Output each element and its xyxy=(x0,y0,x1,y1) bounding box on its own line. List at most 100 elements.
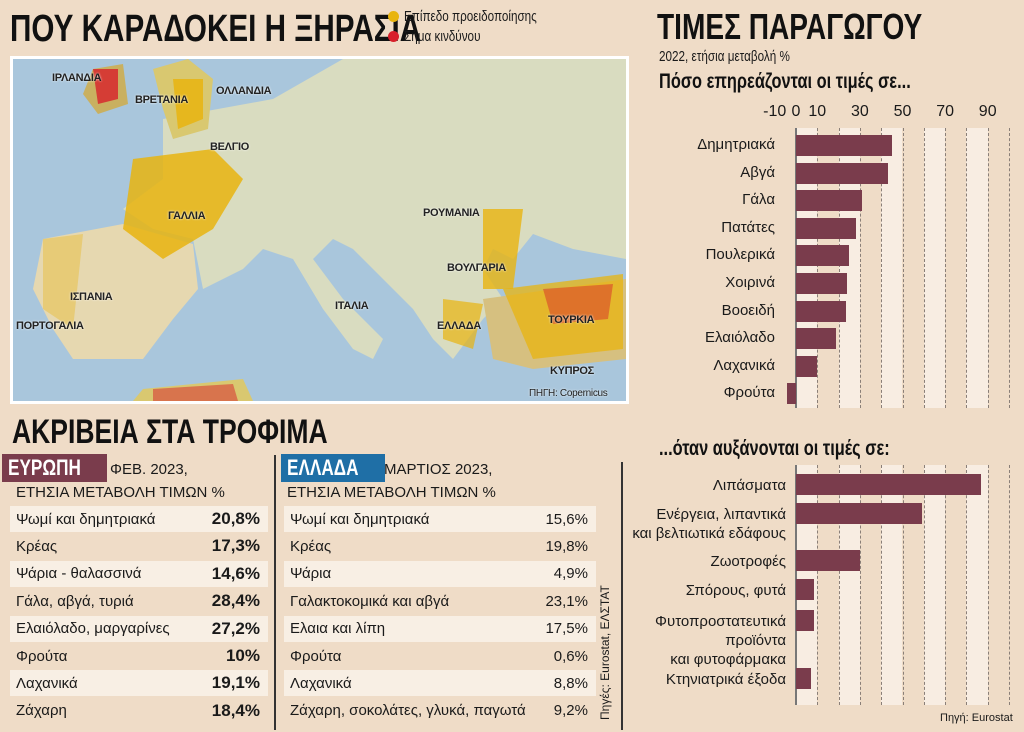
gridline xyxy=(881,128,883,408)
category-label: Πατάτες xyxy=(721,218,775,236)
gridline xyxy=(817,465,819,705)
bar-8 xyxy=(796,355,818,377)
gridline xyxy=(923,465,925,705)
map-title: ΠΟΥ ΚΑΡΑΔΟΚΕΙ Η ΞΗΡΑΣΙΑ xyxy=(10,8,422,50)
category-label: Ζωοτροφές xyxy=(711,552,786,571)
table-row: Ζάχαρη, σοκολάτες, γλυκά, παγωτά 9,2% xyxy=(284,698,596,724)
row-value: 17,3% xyxy=(211,536,260,556)
category-label: Λαχανικά xyxy=(713,356,775,374)
bar-3 xyxy=(796,579,815,600)
row-label: Ψωμί και δημητριακά xyxy=(290,510,430,528)
map-label-italy: ΙΤΑΛΙΑ xyxy=(335,300,369,312)
gridline xyxy=(838,128,840,408)
divider xyxy=(621,462,623,730)
map-label-britain: ΒΡΕΤΑΝΙΑ xyxy=(135,94,189,106)
table-row: Ψάρια 4,9% xyxy=(284,560,596,587)
map-label-turkey: ΤΟΥΡΚΙΑ xyxy=(548,314,595,326)
tick-label: 70 xyxy=(936,103,954,120)
grid-stripe xyxy=(881,465,903,705)
bar-6 xyxy=(796,300,847,322)
bar-2 xyxy=(796,190,863,212)
gridline xyxy=(945,465,947,705)
bar-2 xyxy=(796,550,860,571)
producer-subtitle: 2022, ετήσια μεταβολή % xyxy=(659,48,790,65)
row-label: Γαλακτοκομικά και αβγά xyxy=(290,592,450,610)
tick-label: 0 xyxy=(791,103,801,120)
gridline xyxy=(923,128,925,408)
map-label-spain: ΙΣΠΑΝΙΑ xyxy=(70,291,113,303)
category-label: Λιπάσματα xyxy=(713,476,786,495)
tables-source: Πηγές: Eurostat, ΕΛΣΤΑΤ xyxy=(598,585,612,720)
row-label: Ψωμί και δημητριακά xyxy=(16,510,156,528)
producer-title: ΤΙΜΕΣ ΠΑΡΑΓΩΓΟΥ xyxy=(657,6,923,47)
gridline xyxy=(859,465,861,705)
map-label-belgium: ΒΕΛΓΙΟ xyxy=(210,141,250,153)
row-label: Λαχανικά xyxy=(290,674,352,692)
gridline xyxy=(881,465,883,705)
gridline xyxy=(838,465,840,705)
row-value: 10% xyxy=(225,646,260,665)
prices-title: ΑΚΡΙΒΕΙΑ ΣΤΑ ΤΡΟΦΙΜΑ xyxy=(12,413,328,451)
map-label-netherlands: ΟΛΛΑΝΔΙΑ xyxy=(216,85,272,97)
gridline xyxy=(1009,128,1010,408)
row-value: 17,5% xyxy=(545,620,588,638)
table-row: Φρούτα 0,6% xyxy=(284,643,596,669)
bar-5 xyxy=(796,273,848,294)
category-label-line: Ζωοτροφές xyxy=(710,553,786,570)
row-value: 0,6% xyxy=(553,647,588,665)
bar-9 xyxy=(787,383,796,405)
table-row: Φρούτα 10% xyxy=(10,643,268,669)
chart2-title: ...όταν αυξάνονται οι τιμές σε: xyxy=(659,437,890,460)
table-row: Γαλακτοκομικά και αβγά 23,1% xyxy=(284,588,596,614)
category-label: Φυτοπροστατευτικά προϊόντα και φυτοφάρμακα xyxy=(655,612,786,669)
gridline xyxy=(902,465,904,705)
row-label: Ζάχαρη, σοκολάτες, γλυκά, παγωτά xyxy=(290,702,526,720)
divider xyxy=(274,455,276,730)
table-row: Ελαιόλαδο, μαργαρίνες 27,2% xyxy=(10,615,268,642)
grid-stripe xyxy=(923,128,946,408)
map-label-france: ΓΑΛΛΙΑ xyxy=(168,210,206,222)
table-row: Ψάρια - θαλασσινά 14,6% xyxy=(10,560,268,587)
row-value: 28,4% xyxy=(211,591,260,611)
map-label-romania: ΡΟΥΜΑΝΙΑ xyxy=(423,207,480,219)
gridline xyxy=(1009,465,1010,705)
gridline xyxy=(859,128,861,408)
legend-warning: Επίπεδο προειδοποίησης xyxy=(388,6,574,26)
category-label-line: Κτηνιατρικά έξοδα xyxy=(665,671,786,688)
row-value: 20,8% xyxy=(211,509,260,528)
gridline xyxy=(987,128,989,408)
category-label-line: και βελτιωτικά εδάφους xyxy=(632,525,786,542)
map-label-portugal: ΠΟΡΤΟΓΑΛΙΑ xyxy=(16,320,84,332)
bar-4 xyxy=(796,245,850,267)
row-label: Γάλα, αβγά, τυριά xyxy=(16,592,134,610)
bar-1 xyxy=(796,503,922,524)
row-label: Ψάρια xyxy=(290,565,332,583)
gridline xyxy=(987,465,989,705)
category-label: Ενέργεια, λιπαντικά και βελτιωτικά εδάφου… xyxy=(632,505,786,543)
grid-stripe xyxy=(923,465,946,705)
table-row: Λαχανικά 8,8% xyxy=(284,670,596,697)
row-value: 27,2% xyxy=(211,618,260,638)
table-row: Ζάχαρη 18,4% xyxy=(10,698,268,724)
row-label: Φρούτα xyxy=(290,647,342,665)
drought-map: ΙΡΛΑΝΔΙΑ ΒΡΕΤΑΝΙΑ ΟΛΛΑΝΔΙΑ ΒΕΛΓΙΟ ΓΑΛΛΙΑ… xyxy=(10,56,629,404)
row-value: 14,6% xyxy=(211,563,260,583)
table-row: Κρέας 17,3% xyxy=(10,533,268,559)
legend-dot-warning xyxy=(388,10,399,22)
bar-0 xyxy=(796,135,892,156)
table-row: Γάλα, αβγά, τυριά 28,4% xyxy=(10,588,268,614)
category-label: Βοοειδή xyxy=(721,301,775,319)
legend-danger: Σήμα κινδύνου xyxy=(388,26,574,46)
bar-7 xyxy=(796,328,837,350)
category-label-line: και φυτοφάρμακα xyxy=(670,651,786,668)
map-source: ΠΗΓΗ: Copernicus xyxy=(529,388,608,399)
row-label: Φρούτα xyxy=(16,647,68,665)
row-value: 8,8% xyxy=(553,674,588,692)
tick-label: 90 xyxy=(978,103,997,120)
gridline xyxy=(966,128,968,408)
row-label: Κρέας xyxy=(16,537,58,555)
row-value: 19,8% xyxy=(545,537,588,555)
tick-label: -10 xyxy=(763,103,787,120)
row-value: 19,1% xyxy=(211,673,260,693)
bar-3 xyxy=(796,217,856,239)
